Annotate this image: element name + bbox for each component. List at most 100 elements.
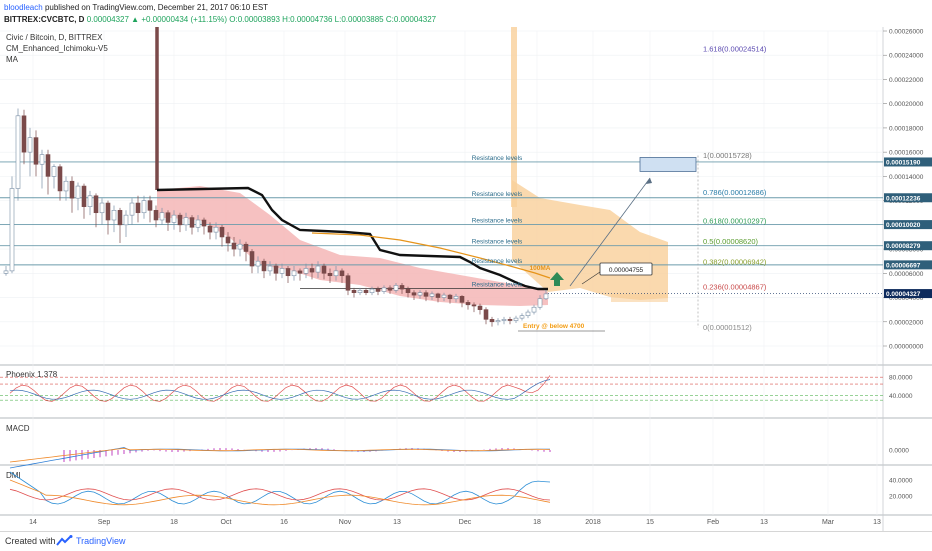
fib-levels: [0, 155, 883, 328]
entry-label: Entry @ below 4700: [523, 323, 585, 330]
price-tick-label: 0.00004000: [889, 295, 924, 302]
candle: [243, 241, 249, 262]
header-bar: bloodleach published on TradingView.com,…: [0, 0, 932, 27]
candle: [3, 266, 9, 276]
candle-body: [429, 293, 435, 297]
symbol-text: BITTREX:CVCBTC, D: [4, 15, 85, 24]
candle-body: [279, 268, 285, 274]
candle-body: [483, 309, 489, 320]
candle: [447, 293, 453, 304]
fib-label: 0.382(0.00006942): [703, 257, 767, 266]
candle: [63, 176, 69, 201]
candle: [147, 195, 153, 223]
overlays: 100MA 0.00004755 Entry @ below 4700: [155, 27, 653, 332]
candle: [531, 304, 537, 315]
resistance-label: Resistance levels: [472, 239, 523, 246]
candle-body: [297, 270, 303, 274]
candle-body: [351, 289, 357, 293]
candle-body: [489, 319, 495, 323]
candle-body: [51, 166, 57, 177]
candle: [261, 258, 267, 279]
kijun-line: [156, 186, 548, 291]
dmi-plus-line: [9, 471, 551, 505]
fib-label: 1.618(0.00024514): [703, 45, 767, 54]
phoenix-line-red: [9, 375, 551, 402]
footer-brand[interactable]: TradingView: [76, 536, 126, 546]
candle-body: [309, 268, 315, 273]
candle: [249, 249, 255, 274]
chart-canvas[interactable]: 100MA 0.00004755 Entry @ below 4700 Phoeni…: [0, 0, 932, 531]
date-tick-label: Nov: [339, 519, 352, 526]
ohlc-values: O:0.00003893 H:0.00004736 L:0.00003885 C…: [229, 15, 437, 24]
candle: [501, 316, 507, 325]
candle: [69, 176, 75, 213]
date-tick-label: Oct: [221, 519, 232, 526]
candle-body: [3, 270, 9, 274]
candle-body: [477, 305, 483, 310]
resistance-label: Resistance levels: [472, 155, 523, 162]
date-tick-label: 16: [280, 519, 288, 526]
candle-body: [183, 217, 189, 226]
price-tag: 0.00015190: [884, 157, 932, 167]
ma-line: [311, 232, 551, 279]
candle-body: [177, 214, 183, 226]
price-tag-bg: [884, 193, 932, 203]
price-tick-label: 0.00000000: [889, 344, 924, 351]
candle: [309, 263, 315, 280]
candle-body: [141, 200, 147, 214]
candle: [417, 290, 423, 299]
candle-body: [105, 202, 111, 221]
candle: [129, 198, 135, 225]
candle: [519, 313, 525, 321]
candle: [285, 266, 291, 283]
publish-line: bloodleach published on TradingView.com,…: [4, 3, 268, 12]
candle-body: [15, 115, 21, 189]
candle-body: [513, 317, 519, 321]
candle-body: [69, 180, 75, 199]
candle-body: [453, 296, 459, 300]
candle: [357, 287, 363, 296]
panel-frames: [0, 27, 932, 531]
candle: [507, 316, 513, 325]
candle: [273, 263, 279, 281]
candle: [33, 130, 39, 177]
author-link[interactable]: bloodleach: [4, 3, 43, 12]
candle-body: [435, 293, 441, 298]
candle-body: [225, 236, 231, 244]
price-tag-bg: [884, 220, 932, 230]
candle-body: [9, 188, 15, 272]
candle-body: [135, 202, 141, 214]
price-tag: 0.00006697: [884, 260, 932, 270]
candle: [123, 210, 129, 237]
candle-body: [543, 293, 549, 300]
ma-label: 100MA: [530, 265, 551, 272]
candle-body: [417, 292, 423, 296]
cloud-red: [157, 186, 548, 306]
phoenix-title: Phoenix 1.378: [6, 370, 58, 379]
symbol-line: BITTREX:CVCBTC, D 0.00004327 ▲ +0.000004…: [4, 15, 436, 24]
fib-label: 0.5(0.00008620): [703, 237, 759, 246]
candle-body: [363, 289, 369, 293]
candle-body: [441, 294, 447, 298]
candle: [405, 286, 411, 298]
candle: [141, 195, 147, 219]
candle: [315, 261, 321, 279]
candle: [393, 283, 399, 293]
candle: [291, 266, 297, 281]
price-tag-text: 0.00015190: [886, 159, 921, 166]
price-change: 0.00004327 ▲ +0.00000434 (+11.15%): [86, 15, 228, 24]
candle-body: [267, 265, 273, 272]
candle-body: [495, 320, 501, 323]
fib-label: 1(0.00015728): [703, 151, 752, 160]
price-tick-label: 0.00014000: [889, 174, 924, 181]
candle-body: [21, 115, 27, 153]
candle-body: [81, 185, 87, 207]
candle: [495, 318, 501, 326]
resistance-label: Resistance levels: [472, 191, 523, 198]
candle-body: [501, 319, 507, 321]
phoenix-line-blue: [9, 379, 551, 400]
date-tick-label: 13: [760, 519, 768, 526]
candle: [453, 293, 459, 303]
date-tick-label: 2018: [585, 519, 601, 526]
candle: [237, 239, 243, 257]
